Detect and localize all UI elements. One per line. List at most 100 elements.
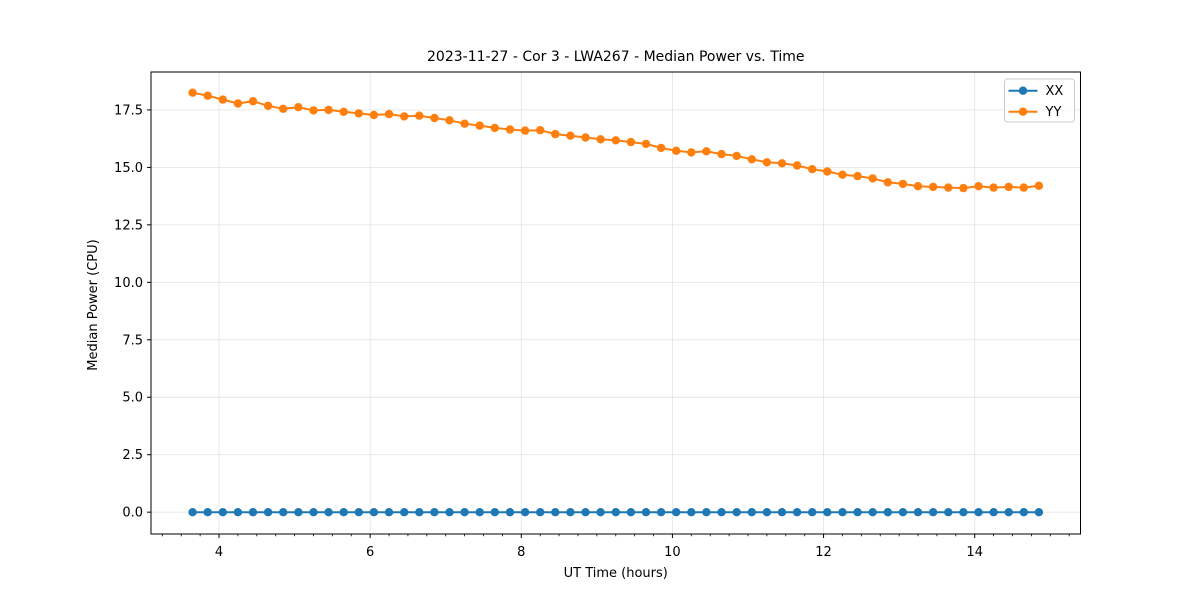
series-YY-marker [732,151,741,161]
series-XX-marker [853,508,862,517]
series-XX-marker [762,508,772,517]
series-YY-marker [566,131,575,140]
series-YY-marker [520,126,530,135]
series-YY-marker [626,137,636,147]
series-YY-marker [263,101,273,111]
tick-layer: 4 6 8 10 12 14 0.0 2.5 5.0 7.5 10.0 12.5 15.0 17.5 [114,103,1070,560]
series-YY-marker [808,165,817,174]
series-XX-marker [475,508,484,517]
series-YY [188,88,1044,193]
series-XX-marker [928,508,938,517]
series-YY-marker [248,97,258,106]
series-YY-marker [233,99,243,108]
series-YY-marker [838,170,847,179]
series-XX-marker [898,508,908,517]
series-XX-marker [1004,508,1013,517]
series-XX-marker [747,508,756,517]
series-YY-marker [687,148,696,157]
x-tick-label: 10 [664,545,681,560]
series-YY-marker [218,95,227,104]
series-XX-marker [203,508,212,517]
legend-label-XX: XX [1046,84,1064,99]
series-YY-marker [974,182,983,191]
series-XX-marker [1034,508,1044,517]
series-YY-marker [672,146,681,155]
y-tick-label: 0.0 [122,506,143,521]
series-XX-marker [339,508,348,517]
series-XX-marker [974,508,983,517]
series-YY-marker [203,91,212,100]
series-XX-marker [430,508,439,517]
series-XX-marker [838,508,847,517]
series-YY-marker [505,125,515,134]
series-XX-marker [883,508,892,517]
series-XX-marker [248,508,258,517]
y-tick-label: 15.0 [114,161,143,176]
series-YY-marker [551,129,560,139]
series-YY-marker [747,155,756,164]
series-YY-marker [430,113,439,123]
series-YY-marker [792,161,802,170]
series-YY-marker [777,159,787,168]
series-XX-marker [551,508,560,517]
series-XX-marker [354,508,363,517]
series-XX-marker [279,508,288,517]
series-YY-marker [1004,182,1013,192]
series-XX-marker [732,508,741,517]
series-XX-marker [611,508,620,517]
legend-entry-YY: YY [1008,105,1061,120]
chart-title: 2023-11-27 - Cor 3 - LWA267 - Median Pow… [427,49,804,65]
series-XX-marker [294,508,303,517]
series-XX-marker [656,508,666,517]
series-XX-marker [505,508,515,517]
series-XX-marker [687,508,696,517]
series-XX-marker [384,508,394,517]
legend-marker-sample [1018,86,1028,95]
series-YY-marker [944,183,953,192]
series-XX-marker [188,508,197,517]
series-XX-marker [369,508,379,517]
series-YY-marker [989,183,998,192]
series-XX-marker [717,508,726,517]
series-YY-marker [717,149,726,159]
series-YY-marker [294,103,303,112]
series-YY-marker [868,174,877,183]
series-YY-marker [279,104,288,114]
series-XX-marker [777,508,787,517]
series-YY-marker [762,158,772,167]
series-XX-marker [233,508,243,517]
series-YY-marker [460,119,469,128]
series-YY-marker [1034,181,1044,190]
series-XX-marker [400,508,409,517]
y-tick-label: 7.5 [122,333,143,348]
x-tick-label: 12 [815,545,832,560]
series-YY-marker [384,109,394,119]
y-tick-label: 17.5 [114,103,143,118]
legend-box [1004,78,1075,123]
series-YY-marker [1019,183,1028,192]
series-YY-marker [354,109,363,118]
legend-marker-sample [1018,107,1028,116]
series-XX-marker [944,508,953,517]
y-axis-label: Median Power (CPU) [86,239,101,370]
y-tick-label: 2.5 [122,448,143,463]
series-YY-marker [369,110,379,120]
series-XX-marker [626,508,636,517]
x-tick-label: 4 [215,545,223,560]
series-XX-marker [581,508,590,517]
series-XX-marker [959,508,968,517]
series-YY-marker [702,147,711,156]
series-XX-marker [672,508,681,517]
series-XX-marker [324,508,333,517]
legend-entry-XX: XX [1008,84,1064,99]
series-YY-marker [656,143,666,153]
series-YY-marker [490,123,499,133]
series-XX-marker [415,508,424,517]
series-YY-marker [445,116,454,125]
series-YY-marker [188,88,197,97]
series-XX-marker [309,508,318,517]
series-YY-marker [823,167,832,176]
series-YY-marker [536,126,545,135]
x-tick-label: 14 [966,545,983,560]
